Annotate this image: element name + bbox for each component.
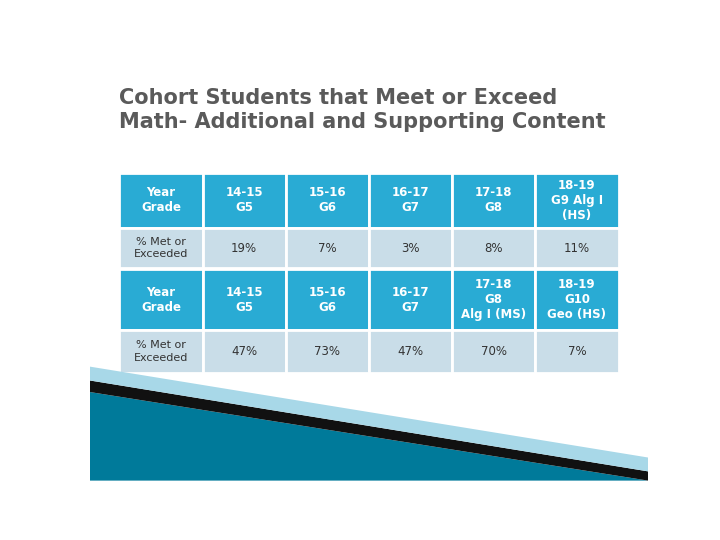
Text: % Met or
Exceeded: % Met or Exceeded: [134, 237, 188, 259]
Bar: [120, 173, 202, 228]
Bar: [120, 330, 202, 373]
Bar: [286, 173, 369, 228]
Text: 16-17
G7: 16-17 G7: [392, 186, 429, 214]
Bar: [120, 228, 202, 268]
Text: 15-16
G6: 15-16 G6: [309, 186, 346, 214]
Bar: [286, 330, 369, 373]
Bar: [202, 330, 286, 373]
Text: 14-15
G5: 14-15 G5: [225, 186, 263, 214]
Text: 17-18
G8
Alg I (MS): 17-18 G8 Alg I (MS): [462, 278, 526, 321]
Bar: [452, 228, 536, 268]
Bar: [202, 173, 286, 228]
Polygon shape: [90, 381, 648, 481]
Bar: [202, 228, 286, 268]
Text: 47%: 47%: [231, 345, 257, 358]
Text: 14-15
G5: 14-15 G5: [225, 286, 263, 314]
Text: 7%: 7%: [318, 241, 337, 254]
Text: 18-19
G10
Geo (HS): 18-19 G10 Geo (HS): [547, 278, 606, 321]
Text: % Met or
Exceeded: % Met or Exceeded: [134, 340, 188, 363]
Bar: [452, 269, 536, 330]
Bar: [536, 173, 618, 228]
Bar: [452, 173, 536, 228]
Text: 17-18
G8: 17-18 G8: [475, 186, 513, 214]
Text: Year
Grade: Year Grade: [141, 286, 181, 314]
Text: 11%: 11%: [564, 241, 590, 254]
Bar: [120, 269, 202, 330]
Text: 70%: 70%: [481, 345, 507, 358]
Bar: [536, 269, 618, 330]
Text: 7%: 7%: [567, 345, 586, 358]
Text: 47%: 47%: [397, 345, 423, 358]
Bar: [369, 228, 452, 268]
Bar: [369, 269, 452, 330]
Text: 18-19
G9 Alg I
(HS): 18-19 G9 Alg I (HS): [551, 179, 603, 222]
Polygon shape: [90, 367, 648, 471]
Bar: [286, 228, 369, 268]
Bar: [536, 330, 618, 373]
Bar: [202, 269, 286, 330]
Bar: [536, 228, 618, 268]
Bar: [369, 173, 452, 228]
Bar: [369, 330, 452, 373]
Text: Cohort Students that Meet or Exceed
Math- Additional and Supporting Content: Cohort Students that Meet or Exceed Math…: [120, 88, 606, 132]
Text: 16-17
G7: 16-17 G7: [392, 286, 429, 314]
Bar: [452, 330, 536, 373]
Polygon shape: [90, 392, 648, 481]
Text: 8%: 8%: [485, 241, 503, 254]
Bar: [286, 269, 369, 330]
Text: 19%: 19%: [231, 241, 257, 254]
Text: 3%: 3%: [401, 241, 420, 254]
Text: Year
Grade: Year Grade: [141, 186, 181, 214]
Text: 73%: 73%: [315, 345, 341, 358]
Text: 15-16
G6: 15-16 G6: [309, 286, 346, 314]
